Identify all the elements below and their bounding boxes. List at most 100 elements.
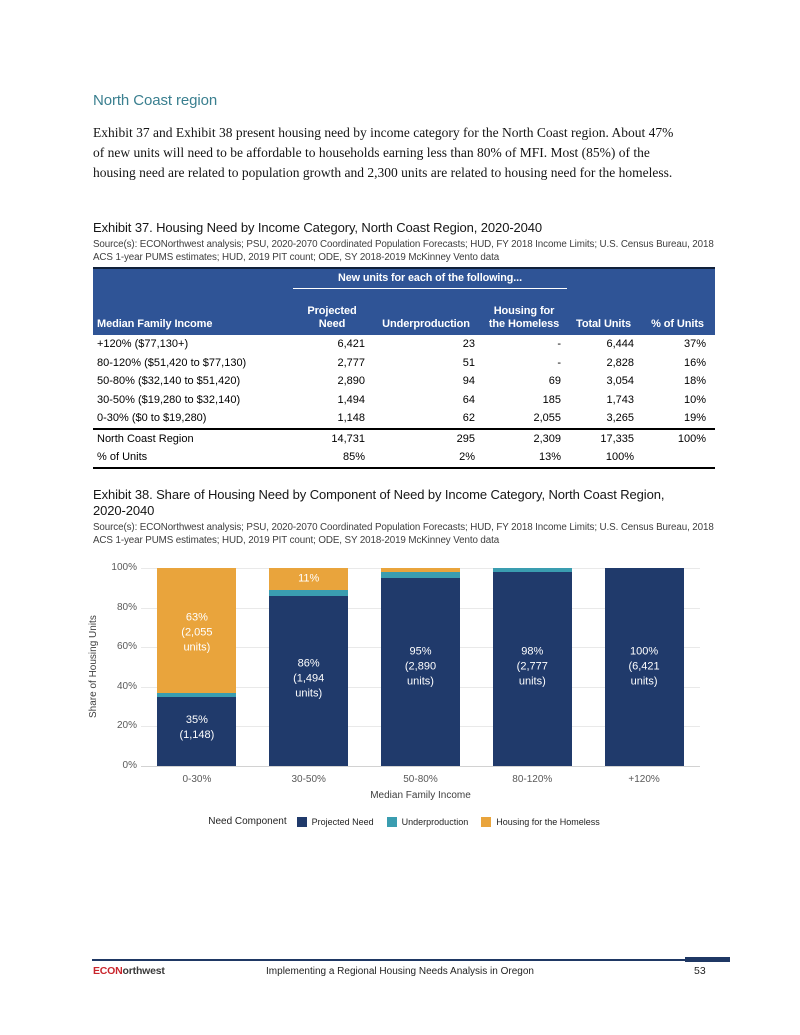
x-tick-label: 50-80%: [403, 774, 438, 785]
table-row: +120% ($77,130+) 6,421 23 - 6,444 37%: [93, 335, 715, 354]
table-cell: 85%: [342, 451, 365, 464]
table-cell: 185: [542, 393, 562, 406]
chart-bars: 35% (1,148) 63% (2,055 units) 11% 86% (1,49…: [141, 568, 700, 766]
legend-swatch: [386, 816, 397, 827]
table-row: 80-120% ($51,420 to $77,130) 2,777 51 - 2,82…: [93, 354, 715, 373]
bar-segment: [380, 568, 460, 572]
table-cell: 14,731: [293, 427, 371, 448]
table-cell: 19%: [683, 412, 707, 425]
table-cell: % of Units: [97, 451, 148, 464]
table-cell: 69: [548, 375, 562, 388]
table-cell: 80-120% ($51,420 to $77,130): [97, 356, 247, 369]
bar-segment: [269, 595, 349, 766]
intro-paragraph: Exhibit 37 and Exhibit 38 present housin…: [93, 125, 674, 180]
table-cell: -: [557, 338, 562, 351]
exhibit-38-source: Source(s): ECONorthwest analysis; PSU, 2…: [93, 522, 714, 546]
y-tick-label: 100%: [111, 562, 137, 573]
group-header-spacer: [93, 268, 293, 289]
table-cell: 1,494: [337, 393, 365, 406]
chart-plot-area: 35% (1,148) 63% (2,055 units) 11% 86% (1,49…: [141, 568, 700, 767]
table-cell: 17,335: [567, 427, 641, 448]
econorthwest-logo: ECONorthwest: [93, 965, 165, 977]
column-header-row: Median Family Income Projected Need Underp…: [93, 288, 716, 335]
bar-data-label: 11%: [298, 572, 320, 585]
table-cell: 50-80% ($32,140 to $51,420): [97, 375, 241, 388]
table-cell: 1,148: [337, 412, 365, 425]
table-cell: +120% ($77,130+): [97, 338, 189, 351]
bar-segment: [380, 577, 460, 766]
exhibit-37: Exhibit 37. Housing Need by Income Categ…: [93, 220, 716, 469]
table-cell: 2,309: [481, 427, 568, 448]
legend-label: Underproduction: [401, 816, 469, 827]
table-cell: 62: [462, 412, 475, 425]
x-axis-title: Median Family Income: [370, 790, 471, 801]
table-row: 50-80% ($32,140 to $51,420) 2,890 94 69 3,05…: [93, 372, 715, 391]
table-cell: North Coast Region: [93, 427, 293, 448]
y-axis-tick-labels: 100% 80% 60% 40% 20% 0%: [100, 562, 137, 771]
table-cell: 3,265: [606, 412, 635, 425]
stacked-bar-+120%: 100% (6,421 units): [604, 568, 684, 766]
y-tick-label: 80%: [116, 601, 137, 613]
section-heading: North Coast region: [93, 92, 218, 109]
footer-rule-thick-segment: [685, 957, 730, 962]
legend-item: Housing for the Homeless: [481, 816, 600, 827]
bar-segment: [492, 568, 572, 572]
stacked-bar-50-80%: 95% (2,890 units): [380, 568, 460, 766]
bar-data-label: 100% (6,421 units): [628, 645, 660, 688]
exhibit-37-source: Source(s): ECONorthwest analysis; PSU, 2…: [93, 239, 714, 263]
column-header: Housing for the Homeless: [481, 288, 568, 335]
x-axis-tick-labels: 0-30% 30-50% 50-80% 80-120% +120%: [141, 774, 700, 785]
bar-segment: [157, 696, 237, 766]
page-number: 53: [694, 965, 706, 977]
bar-data-label: 86% (1,494 units): [293, 657, 325, 700]
table-cell: 100%: [640, 427, 716, 448]
group-header-spacer: [567, 268, 716, 289]
bar-segment: [380, 571, 460, 578]
legend-item: Projected Need: [296, 816, 374, 827]
bar-segment: [157, 692, 237, 697]
table-cell: 13%: [538, 451, 562, 464]
bar-segment: [157, 568, 237, 693]
y-tick-label: 60%: [116, 641, 137, 653]
legend-label: Housing for the Homeless: [496, 816, 600, 827]
housing-need-table-head: New units for each of the following... Me…: [93, 268, 716, 335]
bar-slot: 11% 86% (1,494 units): [253, 568, 365, 766]
group-header-row: New units for each of the following...: [93, 268, 716, 289]
bar-slot: 35% (1,148) 63% (2,055 units): [141, 568, 253, 766]
housing-need-table: New units for each of the following... Me…: [93, 267, 716, 469]
legend-swatch: [296, 816, 307, 827]
exhibit-38-title: Exhibit 38. Share of Housing Need by Com…: [93, 487, 665, 518]
bar-data-label: 63% (2,055 units): [181, 611, 213, 654]
stacked-bar-30-50%: 11% 86% (1,494 units): [269, 568, 349, 766]
x-tick-label: 30-50%: [291, 774, 326, 785]
table-cell: 51: [462, 356, 475, 369]
legend-items: Projected Need Underproduction Housing for…: [296, 816, 600, 827]
table-cell: 18%: [683, 375, 707, 388]
exhibit-38: Exhibit 38. Share of Housing Need by Com…: [93, 487, 715, 547]
bar-segment: [269, 568, 349, 590]
column-header: Median Family Income: [93, 288, 293, 335]
table-cell: 30-50% ($19,280 to $32,140): [97, 393, 241, 406]
bar-slot: 98% (2,777 units): [476, 568, 588, 766]
x-tick-label: 80-120%: [512, 774, 553, 785]
table-cell: 6,444: [606, 338, 635, 351]
legend-label: Projected Need: [311, 816, 374, 827]
table-cell: 6,421: [337, 338, 365, 351]
bar-slot: 100% (6,421 units): [588, 568, 700, 766]
bar-segment: [492, 571, 572, 766]
table-row: 0-30% ($0 to $19,280) 1,148 62 2,055 3,265 19…: [93, 409, 715, 429]
table-cell: 10%: [683, 393, 707, 406]
table-percent-row: % of Units 85% 2% 13% 100%: [93, 448, 715, 468]
column-header: Underproduction: [371, 288, 481, 335]
bar-data-label: 98% (2,777 units): [516, 645, 548, 688]
table-cell: 2,828: [606, 356, 635, 369]
x-tick-label: +120%: [628, 774, 660, 785]
table-cell: 3,054: [606, 375, 635, 388]
table-cell: 23: [462, 338, 475, 351]
table-cell: 64: [462, 393, 475, 406]
y-tick-label: 0%: [122, 760, 137, 771]
footer-doc-title: Implementing a Regional Housing Needs An…: [266, 966, 534, 977]
y-tick-label: 40%: [116, 680, 137, 692]
bar-segment: [604, 568, 684, 766]
